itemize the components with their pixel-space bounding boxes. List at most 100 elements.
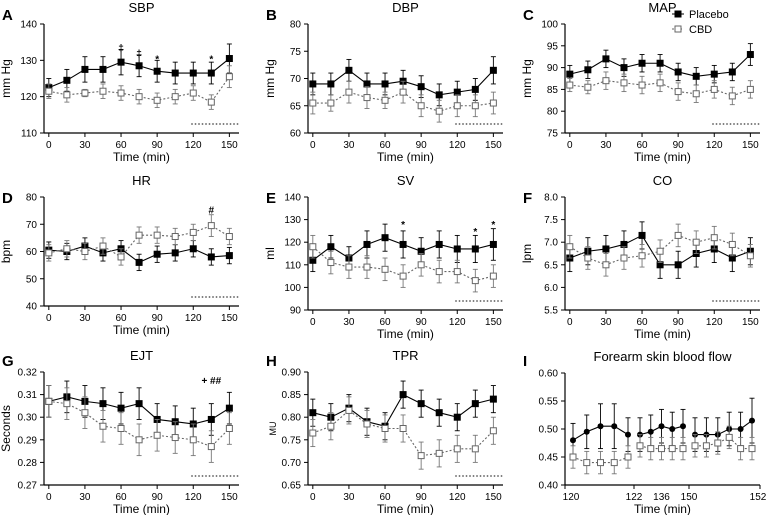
series-line [312,409,494,457]
x-tick-label: 90 [152,313,164,324]
data-point [656,247,664,255]
y-tick-label: 85 [547,85,559,96]
data-point [327,99,335,107]
data-point [225,73,233,81]
data-point [117,89,125,97]
series-line [48,76,230,103]
data-point [189,245,197,253]
data-point [471,400,479,408]
data-point [327,259,335,267]
y-tick-label: 110 [285,260,301,271]
data-point [207,443,215,451]
data-point [99,87,107,95]
data-point [417,102,425,110]
x-tick-label: 0 [310,492,316,503]
data-point [207,98,215,106]
y-tick-label: 120 [284,238,301,249]
data-point [153,96,161,104]
data-point [570,437,576,444]
data-point [471,245,479,253]
y-tick-label: 95 [547,41,559,52]
data-point [566,70,574,78]
chart-title: DBP [392,0,419,15]
y-tick-label: 0.32 [18,368,38,379]
y-tick-label: 0.60 [539,369,559,380]
data-point [99,400,107,408]
data-point [135,436,143,444]
data-point [489,395,497,403]
data-point [153,67,161,75]
data-point [471,445,479,453]
data-point [81,248,89,255]
data-point [381,96,389,104]
data-point [471,277,479,285]
data-point [363,240,371,248]
chart-panel-F: F CO 5.5 6.0 6.5 7.0 7.5 8.0 lpm 0 30 60 90 120 150 Tim… [520,173,761,341]
data-point [453,445,461,453]
y-tick-label: 7.5 [544,215,558,226]
data-point [99,422,107,430]
data-point [674,261,682,269]
x-tick-label: 60 [115,492,127,503]
data-point [363,80,371,88]
data-point [309,243,317,251]
y-tick-label: 70 [26,220,38,231]
y-tick-label: 130 [20,56,37,67]
x-tick-label: 120 [449,140,466,151]
y-tick-label: 60 [26,247,38,258]
data-point [63,245,71,253]
data-point [117,253,125,261]
chart-panel-H: H TPR 0.65 0.70 0.75 0.80 0.85 0.90 MU 0 30 60 90 120… [266,348,504,515]
data-point [81,65,89,73]
data-point [399,272,407,280]
data-point [638,81,646,89]
x-tick-label: 120 [449,492,466,503]
y-tick-label: 140 [284,193,301,204]
x-tick-label: 150 [221,492,238,503]
data-point [489,66,497,74]
data-point [647,428,654,435]
x-axis-label: Time (min) [634,327,691,341]
series-cbd [45,385,233,463]
chart-panel-D: D HR 40 50 60 70 80 bpm 0 30 60 90 120 150 Time (min) # [0,173,240,337]
data-point [625,431,631,438]
data-point [680,423,686,430]
significance-annotation: * [473,227,477,238]
x-tick-label: 0 [567,140,573,151]
series-cbd [45,65,233,110]
x-tick-label: 90 [673,317,685,328]
data-point [435,240,443,248]
y-axis-label: bpm [0,240,13,263]
y-tick-label: 0.40 [539,481,559,492]
data-point [602,261,610,269]
data-point [584,83,592,91]
data-point [489,240,497,248]
data-point [658,423,665,430]
significance-annotation: * [155,55,159,66]
y-tick-label: 40 [26,302,38,313]
data-point [207,253,215,261]
x-tick-label: 30 [79,313,91,324]
y-tick-label: 0.27 [18,481,38,492]
data-point [647,445,655,453]
data-point [748,445,756,453]
panel-letter: D [2,190,13,207]
data-point [225,252,233,260]
y-tick-label: 0.31 [18,390,38,401]
panel-letter: G [2,353,14,370]
data-point [345,88,353,96]
chart-title: SBP [128,0,154,15]
data-point [584,254,592,262]
chart-panel-E: E SV 90 100 110 120 130 140 ml 0 30 60 90 120 150 Time … [263,173,504,341]
data-point [135,62,143,70]
y-tick-label: 50 [26,274,38,285]
data-point [679,445,687,453]
chart-title: CO [653,173,673,188]
y-tick-label: 100 [284,283,301,294]
data-point [381,80,389,88]
y-tick-label: 100 [541,20,558,31]
series-placebo [45,43,233,98]
x-axis-label: Time (min) [377,327,434,341]
data-point [45,249,53,257]
